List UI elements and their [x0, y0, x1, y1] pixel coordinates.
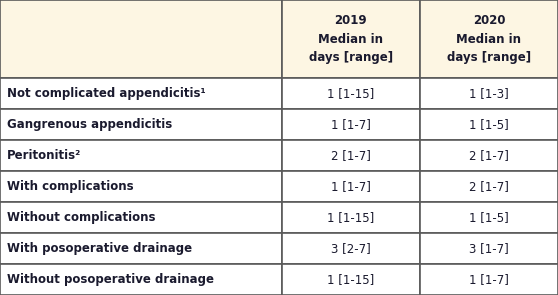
Bar — [0, 140, 282, 171]
Text: 1 [1-15]: 1 [1-15] — [327, 87, 374, 100]
Text: Without complications: Without complications — [7, 211, 155, 224]
Bar — [420, 233, 558, 264]
Text: 2020
Median in
days [range]: 2020 Median in days [range] — [447, 14, 531, 64]
Text: 3 [1-7]: 3 [1-7] — [469, 242, 509, 255]
Bar — [420, 140, 558, 171]
Text: 2 [1-7]: 2 [1-7] — [469, 180, 509, 193]
Bar — [0, 171, 282, 202]
Text: 1 [1-5]: 1 [1-5] — [469, 118, 509, 131]
Bar — [282, 233, 420, 264]
Bar — [282, 171, 420, 202]
Text: Not complicated appendicitis¹: Not complicated appendicitis¹ — [7, 87, 205, 100]
Bar — [0, 264, 282, 295]
Bar — [0, 78, 282, 109]
Text: 1 [1-7]: 1 [1-7] — [469, 273, 509, 286]
Text: 1 [1-7]: 1 [1-7] — [331, 118, 371, 131]
Bar — [282, 140, 420, 171]
Bar — [0, 233, 282, 264]
Bar — [0, 0, 282, 78]
Text: 1 [1-15]: 1 [1-15] — [327, 211, 374, 224]
Bar — [420, 171, 558, 202]
Bar — [282, 0, 420, 78]
Bar — [0, 202, 282, 233]
Bar — [0, 109, 282, 140]
Text: With posoperative drainage: With posoperative drainage — [7, 242, 192, 255]
Bar — [282, 109, 420, 140]
Bar — [282, 264, 420, 295]
Text: 1 [1-3]: 1 [1-3] — [469, 87, 509, 100]
Bar — [282, 78, 420, 109]
Text: 3 [2-7]: 3 [2-7] — [331, 242, 371, 255]
Text: With complications: With complications — [7, 180, 133, 193]
Bar — [282, 202, 420, 233]
Text: 2019
Median in
days [range]: 2019 Median in days [range] — [309, 14, 393, 64]
Text: 1 [1-15]: 1 [1-15] — [327, 273, 374, 286]
Text: Peritonitis²: Peritonitis² — [7, 149, 81, 162]
Text: 1 [1-7]: 1 [1-7] — [331, 180, 371, 193]
Text: Gangrenous appendicitis: Gangrenous appendicitis — [7, 118, 172, 131]
Bar — [420, 78, 558, 109]
Text: Without posoperative drainage: Without posoperative drainage — [7, 273, 214, 286]
Text: 2 [1-7]: 2 [1-7] — [469, 149, 509, 162]
Bar — [420, 264, 558, 295]
Text: 2 [1-7]: 2 [1-7] — [331, 149, 371, 162]
Bar — [420, 109, 558, 140]
Bar — [420, 202, 558, 233]
Bar — [420, 0, 558, 78]
Text: 1 [1-5]: 1 [1-5] — [469, 211, 509, 224]
